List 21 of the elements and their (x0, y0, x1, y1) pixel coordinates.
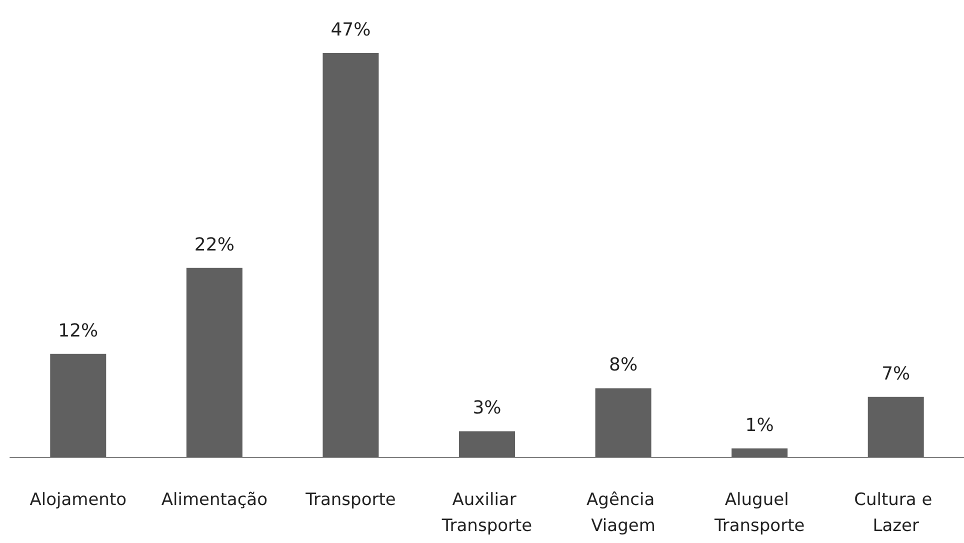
data-label: 8% (609, 354, 638, 376)
bar (868, 396, 924, 457)
data-label: 1% (745, 414, 774, 436)
data-label: 22% (194, 234, 234, 256)
data-label: 3% (472, 398, 502, 419)
x-tick-label: Cultura e Lazer (854, 490, 938, 536)
bar (50, 354, 106, 457)
x-tick-label: Auxiliar Transporte (440, 490, 532, 536)
bar (595, 388, 652, 457)
bar (732, 448, 788, 457)
x-tick-label: Aluguel Transporte (713, 490, 805, 536)
bar (322, 53, 379, 457)
x-tick-label: Agência Viagem (586, 490, 660, 536)
data-label: 47% (330, 20, 371, 40)
x-tick-label: Transporte (304, 490, 396, 510)
x-tick-label: Alojamento (30, 490, 127, 510)
bar (459, 431, 515, 457)
x-tick-label: Alimentação (161, 490, 268, 510)
bar (186, 268, 242, 457)
data-label: 12% (58, 320, 98, 342)
data-label: 7% (882, 363, 910, 384)
